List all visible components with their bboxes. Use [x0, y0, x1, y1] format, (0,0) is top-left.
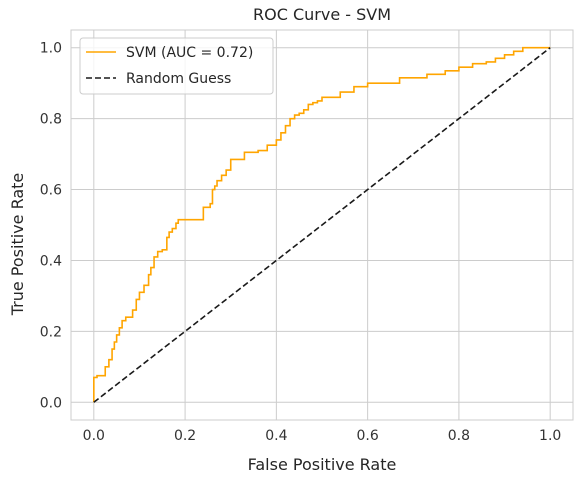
- x-tick-label: 0.0: [83, 428, 105, 444]
- legend-box: [79, 37, 274, 95]
- x-tick-label: 0.6: [357, 428, 379, 444]
- y-tick-label: 1.0: [40, 41, 62, 57]
- y-axis-label: True Positive Rate: [8, 173, 27, 317]
- y-tick-label: 0.2: [40, 324, 62, 340]
- x-tick-label: 0.4: [265, 428, 287, 444]
- x-tick-label: 0.8: [448, 428, 470, 444]
- y-tick-labels: 0.0 0.2 0.4 0.6 0.8 1.0: [40, 41, 62, 412]
- legend-entries: SVM (AUC = 0.72) Random Guess: [86, 45, 253, 87]
- y-tick-label: 0.6: [40, 183, 62, 199]
- svm-roc-line: [93, 46, 551, 403]
- legend-label: Random Guess: [126, 71, 231, 87]
- random-guess-line: [93, 47, 551, 403]
- y-tick-label: 0.8: [40, 112, 62, 128]
- plot-frame: [70, 29, 574, 421]
- y-tick-label: 0.4: [40, 253, 62, 269]
- legend-label: SVM (AUC = 0.72): [126, 45, 253, 61]
- plot-area: [70, 29, 574, 421]
- x-axis-label: False Positive Rate: [248, 455, 397, 474]
- x-tick-label: 0.2: [174, 428, 196, 444]
- grid: [71, 30, 573, 420]
- series-layer: [93, 46, 551, 403]
- chart-title: ROC Curve - SVM: [253, 5, 391, 24]
- legend: SVM (AUC = 0.72) Random Guess: [79, 37, 274, 95]
- x-tick-labels: 0.0 0.2 0.4 0.6 0.8 1.0: [83, 428, 562, 444]
- x-tick-label: 1.0: [539, 428, 561, 444]
- y-tick-label: 0.0: [40, 395, 62, 411]
